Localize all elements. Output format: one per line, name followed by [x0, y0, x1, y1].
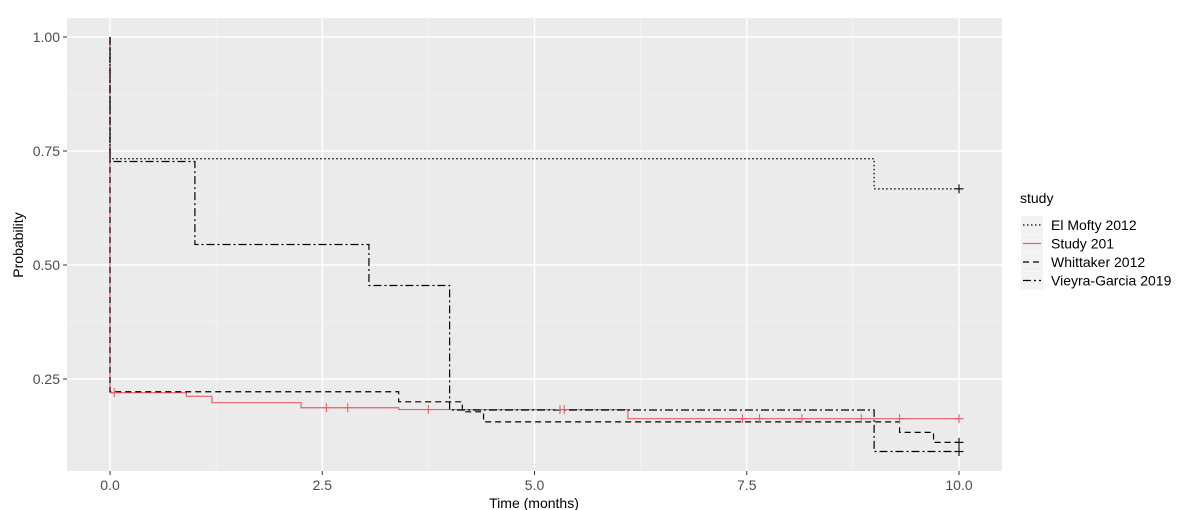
legend-label: Study 201 [1051, 236, 1114, 252]
legend-label: Whittaker 2012 [1051, 254, 1145, 270]
censor-mark [954, 437, 964, 447]
y-axis-title: Probability [10, 212, 26, 277]
censor-mark [423, 405, 433, 415]
x-tick-label: 7.5 [737, 477, 757, 493]
series-line-1 [109, 37, 959, 420]
series-line-3 [109, 37, 959, 453]
x-tick-label: 10.0 [945, 477, 972, 493]
legend-label: Vieyra-Garcia 2019 [1051, 273, 1172, 289]
y-tick-label: 0.75 [33, 143, 60, 159]
censor-marks [109, 184, 964, 457]
y-tick-label: 1.00 [33, 29, 60, 45]
legend-label: El Mofty 2012 [1051, 217, 1137, 233]
x-axis: 0.0 2.5 5.0 7.5 10.0 [100, 471, 973, 493]
y-tick-label: 0.25 [33, 371, 60, 387]
censor-mark [954, 447, 964, 457]
x-axis-title: Time (months) [489, 495, 579, 510]
legend-key-bg [1021, 253, 1043, 271]
censor-mark [954, 184, 964, 194]
censor-mark [856, 414, 866, 424]
legend-key-bg [1021, 271, 1043, 290]
censor-mark [109, 388, 119, 398]
censor-mark [343, 403, 353, 413]
censor-mark [754, 414, 764, 424]
y-tick-label: 0.50 [33, 257, 60, 273]
censor-mark [797, 414, 807, 424]
censor-mark [559, 405, 569, 415]
censor-mark [738, 414, 748, 424]
censor-mark [895, 414, 905, 424]
censor-mark [954, 414, 964, 424]
x-tick-label: 5.0 [525, 477, 545, 493]
legend-title: study [1020, 190, 1053, 206]
legend: study El Mofty 2012 Study 201 Whittaker 20… [1020, 190, 1172, 290]
censor-mark [321, 403, 331, 413]
x-tick-label: 0.0 [100, 477, 120, 493]
series-layer [109, 37, 959, 453]
x-tick-label: 2.5 [313, 477, 333, 493]
y-axis: 0.25 0.50 0.75 1.00 [33, 29, 67, 387]
series-line-2 [109, 37, 959, 443]
